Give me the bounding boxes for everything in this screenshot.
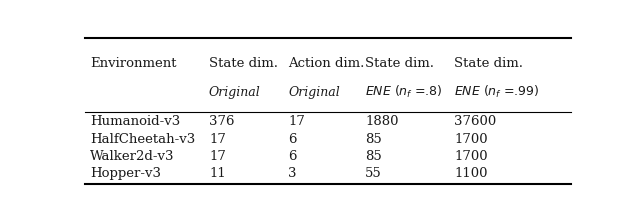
Text: 6: 6 [288, 133, 297, 146]
Text: Environment: Environment [90, 57, 177, 70]
Text: 1700: 1700 [454, 133, 488, 146]
Text: 3: 3 [288, 167, 297, 180]
Text: $\mathit{ENE}$ ($\mathit{n_f}$ =.8): $\mathit{ENE}$ ($\mathit{n_f}$ =.8) [365, 84, 442, 100]
Text: 1100: 1100 [454, 167, 488, 180]
Text: State dim.: State dim. [365, 57, 434, 70]
Text: Action dim.: Action dim. [288, 57, 365, 70]
Text: 85: 85 [365, 150, 382, 163]
Text: 376: 376 [209, 115, 234, 128]
Text: Humanoid-v3: Humanoid-v3 [90, 115, 180, 128]
Text: State dim.: State dim. [454, 57, 524, 70]
Text: State dim.: State dim. [209, 57, 278, 70]
Text: 17: 17 [209, 150, 226, 163]
Text: 17: 17 [288, 115, 305, 128]
Text: 17: 17 [209, 133, 226, 146]
Text: HalfCheetah-v3: HalfCheetah-v3 [90, 133, 195, 146]
Text: Walker2d-v3: Walker2d-v3 [90, 150, 175, 163]
Text: Original: Original [288, 86, 340, 99]
Text: 85: 85 [365, 133, 382, 146]
Text: $\mathit{ENE}$ ($\mathit{n_f}$ =.99): $\mathit{ENE}$ ($\mathit{n_f}$ =.99) [454, 84, 540, 100]
Text: 11: 11 [209, 167, 226, 180]
Text: Original: Original [209, 86, 260, 99]
Text: 55: 55 [365, 167, 382, 180]
Text: 1700: 1700 [454, 150, 488, 163]
Text: Hopper-v3: Hopper-v3 [90, 167, 161, 180]
Text: 6: 6 [288, 150, 297, 163]
Text: 37600: 37600 [454, 115, 497, 128]
Text: 1880: 1880 [365, 115, 399, 128]
